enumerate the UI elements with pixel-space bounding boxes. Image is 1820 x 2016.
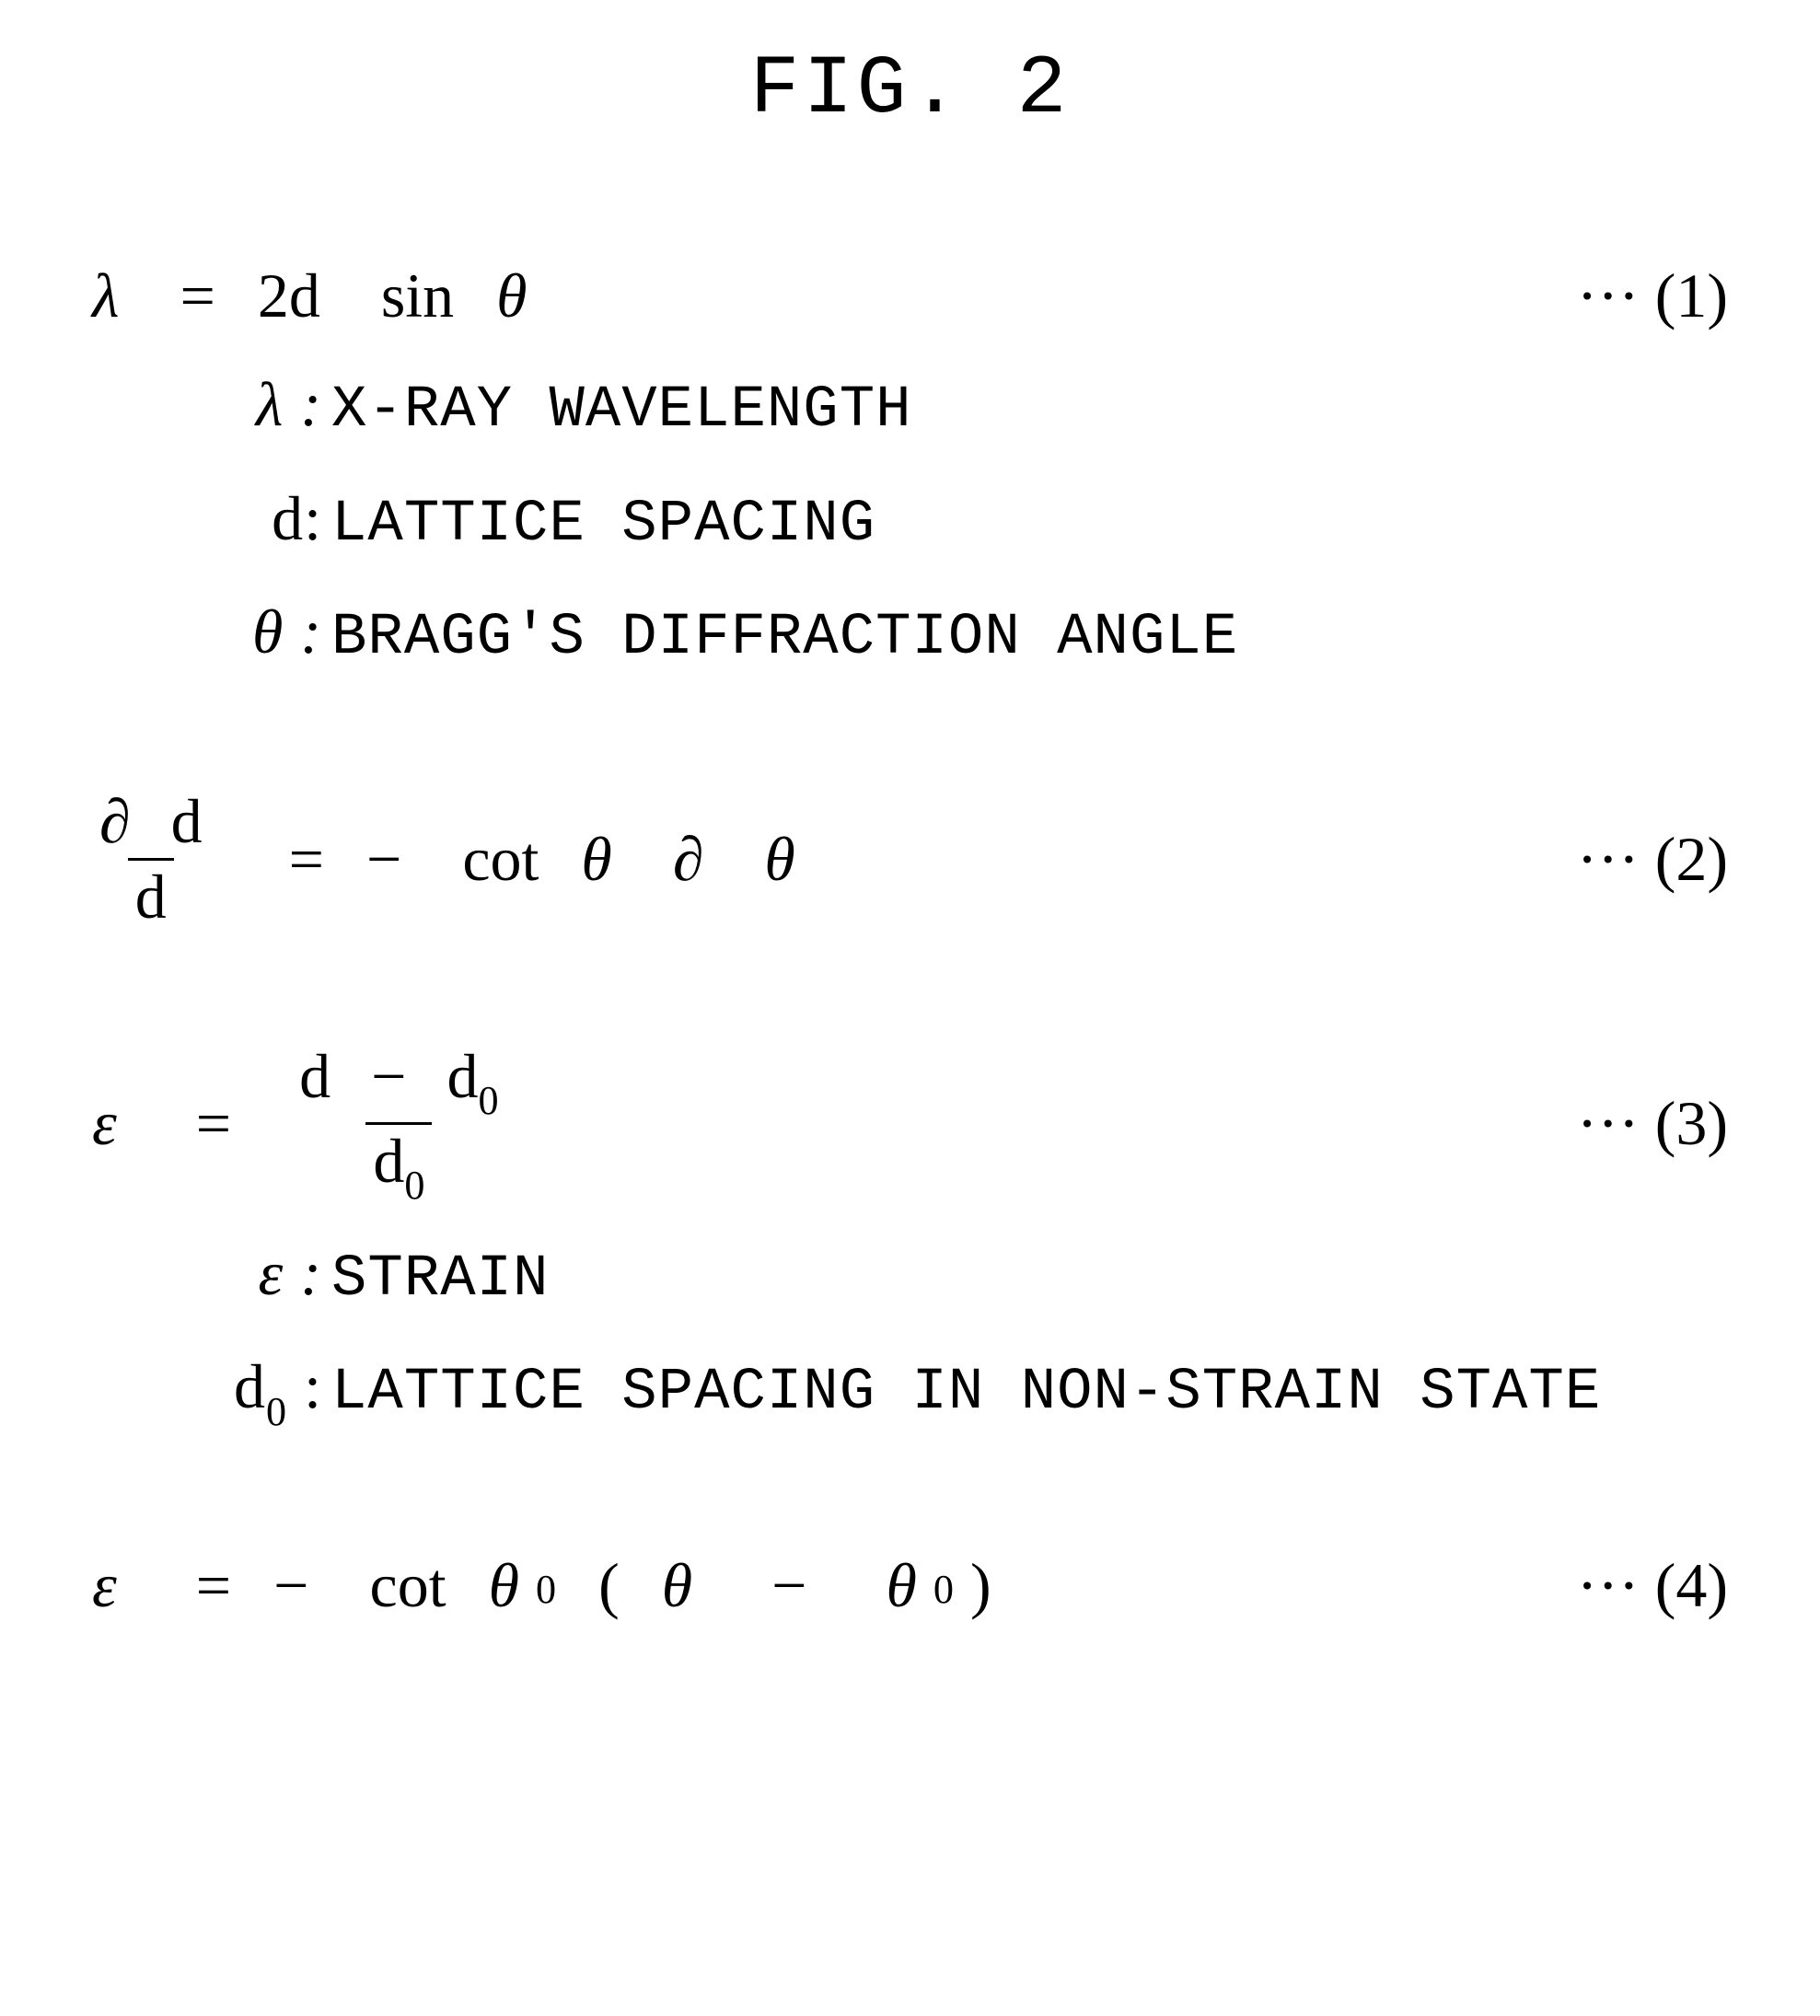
eq3-num-prefix: ···	[1577, 1088, 1640, 1158]
eq3-minus: −	[371, 1041, 406, 1111]
eq4-zero-b: 0	[933, 1563, 954, 1616]
eq3-fraction: d − d0 d0	[292, 1042, 505, 1205]
eq4-rparen: )	[970, 1545, 991, 1626]
eq4-num-val: (4)	[1655, 1550, 1728, 1620]
equation-3-row: ε = d − d0 d0 ··· (3)	[92, 1042, 1728, 1205]
def-d: d: LATTICE SPACING	[203, 478, 1728, 563]
eq3-zero-a: 0	[479, 1078, 499, 1123]
def-d0-sym-d: d	[234, 1351, 266, 1421]
def-d-sym: d:	[203, 478, 322, 559]
eq4-minus2: −	[771, 1545, 806, 1626]
eq2-theta2: θ	[764, 818, 794, 899]
eq1-theta: θ	[496, 255, 527, 336]
eq3-zero-b: 0	[404, 1163, 424, 1208]
eq2-theta: θ	[581, 818, 611, 899]
figure-title: FIG. 2	[92, 37, 1728, 145]
eq4-equals: =	[196, 1545, 231, 1626]
eq4-eps: ε	[92, 1545, 117, 1626]
eq4-minus: −	[273, 1545, 308, 1626]
eq2-cot: cot	[462, 818, 539, 899]
eq2-equals: =	[289, 818, 324, 899]
eq4-zero-a: 0	[536, 1563, 556, 1616]
eq2-num-val: (2)	[1655, 824, 1728, 894]
def-lambda: λ : X-RAY WAVELENGTH	[203, 364, 1728, 449]
def-d0-sym-colon: :	[287, 1351, 322, 1421]
def-theta: θ : BRAGG'S DIFFRACTION ANGLE	[203, 591, 1728, 677]
eq2-d-den: d	[135, 862, 167, 932]
equation-2-row: ∂ d d = − cot θ ∂ θ ··· (2)	[92, 787, 1728, 932]
def-theta-sym: θ :	[203, 591, 322, 672]
def-d0-sym: d0 :	[203, 1346, 322, 1434]
eq4-theta0a: θ	[489, 1545, 519, 1626]
eq1-number: ··· (1)	[1577, 255, 1728, 336]
defs-block-2: ε : STRAIN d0 : LATTICE SPACING IN NON-S…	[203, 1233, 1728, 1434]
def-theta-desc: BRAGG'S DIFFRACTION ANGLE	[331, 600, 1238, 677]
equation-4-row: ε = − cot θ0 ( θ − θ0 ) ··· (4)	[92, 1545, 1728, 1626]
equation-1-row: λ = 2d sin θ ··· (1)	[92, 255, 1728, 336]
def-lambda-desc: X-RAY WAVELENGTH	[331, 373, 912, 449]
eq1-sin: sin	[381, 255, 454, 336]
eq3-equals: =	[196, 1083, 231, 1164]
eq4-number: ··· (4)	[1577, 1545, 1728, 1626]
eq1-num-prefix: ···	[1577, 261, 1640, 330]
equation-2-block: ∂ d d = − cot θ ∂ θ ··· (2)	[92, 787, 1728, 932]
eq4-theta: θ	[662, 1545, 692, 1626]
equation-3-block: ε = d − d0 d0 ··· (3) ε	[92, 1042, 1728, 1435]
eq2-fraction: ∂ d d	[92, 787, 210, 932]
def-lambda-sym: λ :	[203, 364, 322, 445]
eq1-lambda: λ	[92, 255, 119, 336]
eq3-d0b: d	[373, 1126, 404, 1196]
def-d0: d0 : LATTICE SPACING IN NON-STRAIN STATE	[203, 1346, 1728, 1434]
def-d0-sym-0: 0	[266, 1389, 287, 1434]
eq3-d: d	[299, 1041, 330, 1111]
eq1-num-val: (1)	[1655, 261, 1728, 330]
eq2-partial-num: ∂	[99, 786, 131, 856]
defs-block-1: λ : X-RAY WAVELENGTH d: LATTICE SPACING …	[203, 364, 1728, 677]
eq1-2d: 2d	[258, 255, 320, 336]
equation-1-block: λ = 2d sin θ ··· (1) λ : X-RAY WAVELENGT…	[92, 255, 1728, 677]
eq2-num-prefix: ···	[1577, 824, 1640, 894]
eq4-cot: cot	[370, 1545, 446, 1626]
def-d0-desc: LATTICE SPACING IN NON-STRAIN STATE	[331, 1355, 1601, 1431]
eq3-d0a: d	[447, 1041, 479, 1111]
eq4-num-prefix: ···	[1577, 1550, 1640, 1620]
eq3-number: ··· (3)	[1577, 1083, 1728, 1164]
equation-4-block: ε = − cot θ0 ( θ − θ0 ) ··· (4)	[92, 1545, 1728, 1626]
def-d-desc: LATTICE SPACING	[331, 487, 875, 563]
def-eps: ε : STRAIN	[203, 1233, 1728, 1318]
def-eps-desc: STRAIN	[331, 1242, 549, 1318]
eq3-eps: ε	[92, 1083, 117, 1164]
eq1-equals: =	[180, 255, 214, 336]
eq2-number: ··· (2)	[1577, 818, 1728, 899]
eq2-partial2: ∂	[673, 818, 704, 899]
eq3-num-val: (3)	[1655, 1088, 1728, 1158]
eq2-minus: −	[366, 818, 401, 899]
eq4-lparen: (	[598, 1545, 620, 1626]
eq2-d-num: d	[171, 786, 203, 856]
eq4-theta0b: θ	[887, 1545, 917, 1626]
def-eps-sym: ε :	[203, 1233, 322, 1314]
